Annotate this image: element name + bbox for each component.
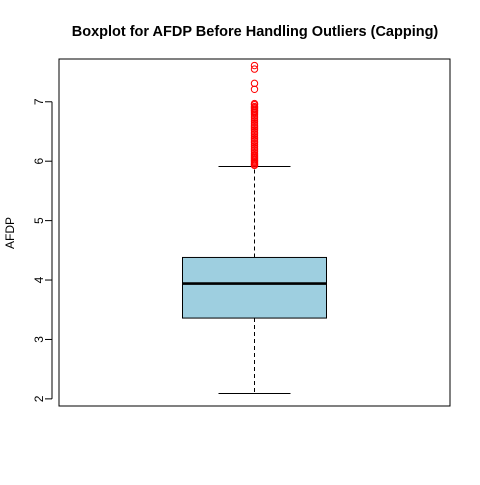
plot-frame <box>58 58 451 407</box>
outlier-point <box>250 161 259 170</box>
y-tick-label: 5 <box>32 217 46 224</box>
y-tick-label: 4 <box>32 276 46 283</box>
y-axis-label: AFDP <box>3 217 17 249</box>
outlier-point <box>250 79 259 88</box>
outlier-point <box>250 85 259 94</box>
y-tick-label: 7 <box>32 98 46 105</box>
y-tick-label: 3 <box>32 336 46 343</box>
box-group <box>182 166 327 395</box>
outlier-group <box>250 61 259 170</box>
outlier-point <box>250 61 259 70</box>
iqr-box <box>182 256 327 319</box>
chart-title: Boxplot for AFDP Before Handling Outlier… <box>72 24 439 40</box>
y-tick-label: 6 <box>32 158 46 165</box>
y-axis: 2 3 4 5 6 7 <box>32 98 53 402</box>
outlier-point <box>250 65 259 73</box>
y-tick-label: 2 <box>32 395 46 402</box>
